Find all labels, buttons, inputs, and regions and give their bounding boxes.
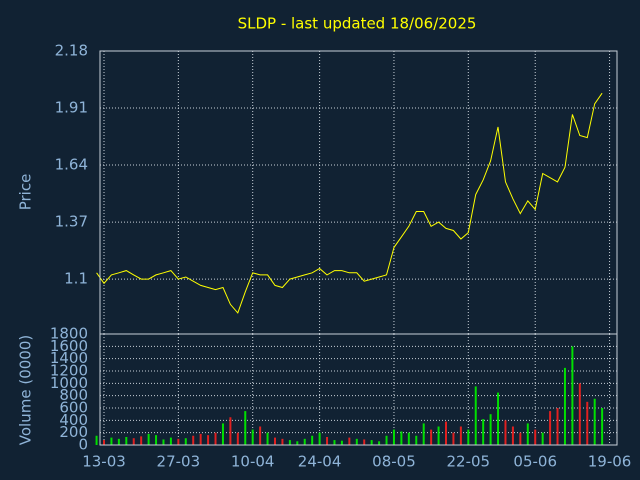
volume-frame — [99, 333, 618, 446]
y-tick-label: 1.64 — [55, 156, 88, 174]
y-tick-label: 1.37 — [55, 213, 88, 231]
y-tick-label: 1.91 — [55, 99, 88, 117]
y-axis-label: Price — [17, 174, 35, 211]
price-line — [96, 92, 603, 314]
y2-tick-label: 1400 — [50, 349, 88, 367]
y2-tick-label: 0 — [78, 436, 88, 454]
chart-title: SLDP - last updated 18/06/2025 — [238, 15, 477, 33]
y2-tick-label: 800 — [59, 386, 88, 404]
y-tick-label: 1.1 — [64, 270, 88, 288]
x-tick-label: 19-06 — [588, 453, 632, 471]
x-tick-label: 22-05 — [447, 453, 491, 471]
y2-tick-label: 200 — [59, 423, 88, 441]
y2-tick-label: 1800 — [50, 325, 88, 343]
x-tick-label: 13-03 — [82, 453, 126, 471]
y-tick-label: 2.18 — [55, 42, 88, 60]
x-tick-label: 24-04 — [298, 453, 342, 471]
y2-tick-label: 1200 — [50, 362, 88, 380]
y2-tick-label: 1000 — [50, 374, 88, 392]
y2-axis-label: Volume (0000) — [17, 335, 35, 445]
y2-tick-label: 400 — [59, 411, 88, 429]
x-tick-label: 10-04 — [231, 453, 275, 471]
y2-tick-label: 1600 — [50, 337, 88, 355]
x-tick-label: 27-03 — [157, 453, 201, 471]
x-tick-label: 05-06 — [513, 453, 557, 471]
y2-tick-label: 600 — [59, 399, 88, 417]
x-tick-label: 08-05 — [372, 453, 416, 471]
